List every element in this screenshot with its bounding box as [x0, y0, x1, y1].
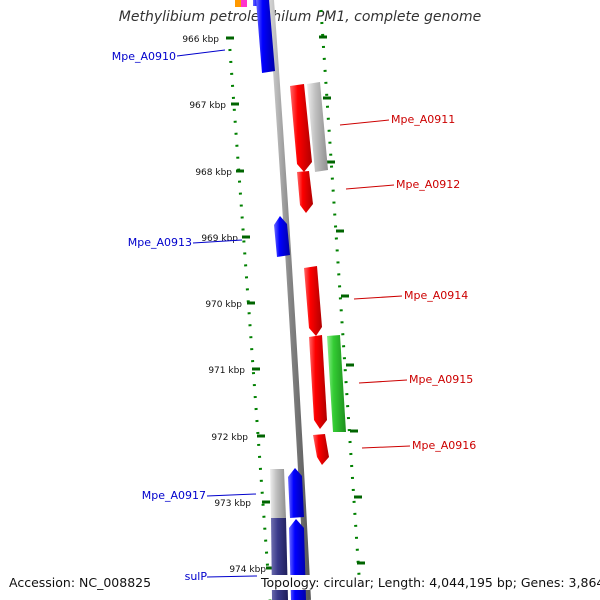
gene-mpe-a0917[interactable]: [288, 468, 304, 518]
gene-mpe-a0913[interactable]: [274, 216, 290, 257]
label-mpe-a0916[interactable]: Mpe_A0916: [412, 439, 476, 452]
leader-line: [361, 445, 411, 449]
gene-mpe-a0916[interactable]: [313, 434, 329, 465]
gene-mpe-a0915[interactable]: [309, 335, 327, 429]
gene-fragment[interactable]: [241, 0, 247, 7]
leader-line: [176, 49, 226, 57]
leader-line: [358, 379, 408, 384]
leader-line: [192, 239, 243, 244]
genome-summary-text: Topology: circular; Length: 4,044,195 bp…: [261, 575, 600, 590]
ruler-label: 971 kbp: [208, 366, 245, 376]
gene-fragment[interactable]: [235, 0, 241, 7]
gene-mpe-a0912[interactable]: [297, 171, 313, 213]
gene-green[interactable]: [327, 335, 346, 432]
ruler-label: 968 kbp: [195, 168, 232, 178]
leader-line: [345, 184, 395, 190]
gene-mpe-a0911[interactable]: [290, 84, 312, 172]
ruler-inner-dots: [227, 36, 272, 600]
gene-gray-a[interactable]: [307, 82, 328, 172]
outer-ruler-ticks: [319, 35, 365, 565]
leader-line: [206, 575, 258, 578]
label-mpe-a0915[interactable]: Mpe_A0915: [409, 373, 473, 386]
accession-text: Accession: NC_008825: [9, 575, 152, 590]
ruler-label: 969 kbp: [201, 234, 238, 244]
gene-mpe-a0914[interactable]: [304, 266, 322, 336]
label-sulp[interactable]: sulP: [185, 570, 208, 583]
ruler-label: 967 kbp: [189, 101, 226, 111]
label-mpe-a0913[interactable]: Mpe_A0913: [128, 236, 192, 249]
leader-line: [206, 493, 257, 497]
ruler-ticks: [226, 36, 274, 570]
label-mpe-a0911[interactable]: Mpe_A0911: [391, 113, 455, 126]
map-title: Methylibium petroleiphilum PM1, complete…: [118, 9, 482, 25]
ruler-label: 970 kbp: [205, 300, 242, 310]
leader-line: [353, 295, 403, 300]
ruler-label: 973 kbp: [214, 499, 251, 509]
ruler-label: 974 kbp: [229, 565, 266, 575]
label-mpe-a0917[interactable]: Mpe_A0917: [142, 489, 206, 502]
label-mpe-a0912[interactable]: Mpe_A0912: [396, 178, 460, 191]
label-mpe-a0910[interactable]: Mpe_A0910: [112, 50, 176, 63]
ruler-label: 972 kbp: [211, 433, 248, 443]
label-mpe-a0914[interactable]: Mpe_A0914: [404, 289, 468, 302]
ruler-outer-dots: [319, 9, 361, 576]
gene-mpe-a0910[interactable]: [256, 0, 275, 73]
ruler-label: 966 kbp: [182, 35, 219, 45]
leader-line: [339, 119, 390, 126]
gene-gray-b[interactable]: [270, 469, 286, 518]
